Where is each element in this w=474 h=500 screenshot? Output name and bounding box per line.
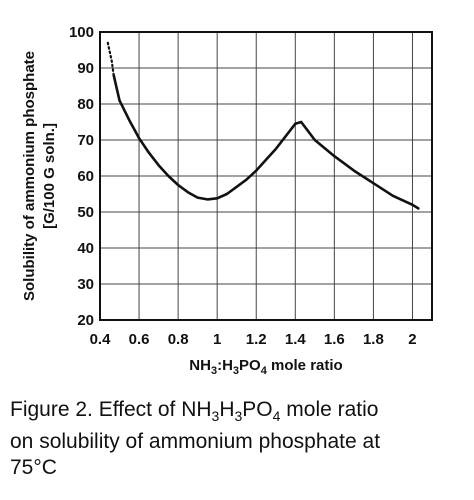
- series: [106, 41, 420, 210]
- x-tick-label: 0.8: [168, 331, 189, 348]
- plot-frame: [99, 31, 433, 321]
- x-tick-label: 1.6: [324, 331, 345, 348]
- y-tick-label: 40: [77, 240, 94, 257]
- grid: [100, 32, 432, 320]
- x-tick-label: 1: [213, 331, 221, 348]
- y-tick-label: 20: [77, 312, 94, 329]
- y-axis-title-line2: [G/100 G soln.]: [41, 123, 58, 229]
- x-tick-label: 0.6: [129, 331, 150, 348]
- caption-line-3: 75°C: [10, 456, 57, 480]
- x-tick-label: 1.2: [246, 331, 267, 348]
- y-axis-title-line1: Solubility of ammonium phosphate: [21, 51, 38, 301]
- caption-line-2: on solubility of ammonium phosphate at: [10, 430, 381, 454]
- x-tick-label: 2: [408, 331, 416, 348]
- solubility-chart: 0.4 0.6 0.8 1 1.2 1.4 1.6 1.8 2 20 30 40 50 60 70 80 90…: [21, 24, 433, 377]
- x-axis-ticks: 0.4 0.6 0.8 1 1.2 1.4 1.6 1.8 2: [90, 331, 417, 348]
- caption-line-1: Figure 2. Effect of NH3H3PO4 mole ratio: [10, 398, 379, 425]
- y-axis-ticks: 20 30 40 50 60 70 80 90 100: [69, 24, 94, 329]
- y-tick-label: 70: [77, 132, 94, 149]
- y-tick-label: 80: [77, 96, 94, 113]
- y-tick-label: 30: [77, 276, 94, 293]
- figure-caption: Figure 2. Effect of NH3H3PO4 mole ratio …: [10, 397, 470, 481]
- x-tick-label: 1.4: [285, 331, 307, 348]
- y-tick-label: 100: [69, 24, 94, 41]
- series-dotted-segment: [106, 41, 115, 77]
- x-tick-label: 1.8: [363, 331, 384, 348]
- y-tick-label: 90: [77, 60, 94, 77]
- series-line: [112, 73, 420, 210]
- y-tick-label: 60: [77, 168, 94, 185]
- y-tick-label: 50: [77, 204, 94, 221]
- x-axis-title: NH3:H3PO4 mole ratio: [189, 357, 342, 377]
- x-tick-label: 0.4: [90, 331, 112, 348]
